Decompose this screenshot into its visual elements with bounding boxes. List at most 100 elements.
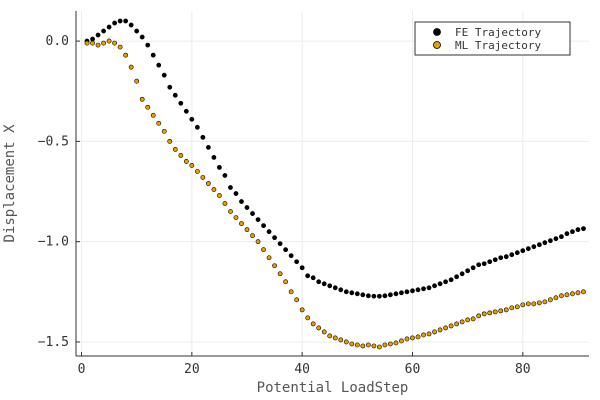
data-point <box>178 100 184 106</box>
data-point <box>338 287 344 293</box>
data-point <box>228 209 233 214</box>
data-point <box>84 40 90 46</box>
axes: 0 20 40 60 80 0.0 −0.5 −1.0 −1.5 <box>38 11 589 377</box>
data-point <box>294 297 300 303</box>
legend-marker <box>433 41 441 49</box>
data-point <box>393 340 399 346</box>
data-point <box>360 292 366 298</box>
data-point <box>354 342 360 348</box>
data-point <box>542 299 548 305</box>
data-point <box>150 52 156 58</box>
data-point <box>487 310 493 316</box>
x-tick-label: 60 <box>405 362 421 377</box>
data-point <box>432 329 437 335</box>
data-point <box>448 323 454 329</box>
data-point <box>536 300 542 306</box>
data-point <box>222 173 228 178</box>
data-point <box>514 304 520 310</box>
data-point <box>547 238 553 244</box>
data-point <box>277 241 283 247</box>
data-point <box>459 319 465 325</box>
data-point <box>525 301 531 307</box>
data-point <box>294 259 300 265</box>
data-point <box>332 335 338 341</box>
data-point <box>239 199 244 204</box>
data-point <box>465 317 471 323</box>
data-point <box>465 268 471 274</box>
data-point <box>470 316 476 322</box>
data-point <box>371 293 377 299</box>
data-point <box>150 112 156 118</box>
data-point <box>509 252 515 258</box>
data-point <box>250 233 255 239</box>
x-tick-label: 0 <box>78 362 86 377</box>
x-tick-label: 80 <box>515 362 531 377</box>
data-point <box>514 250 520 256</box>
y-tick-label: −0.5 <box>38 134 69 149</box>
data-point <box>134 28 140 34</box>
data-point <box>244 227 250 233</box>
legend-marker <box>433 28 441 36</box>
series-ml <box>84 38 586 350</box>
data-point <box>481 261 487 267</box>
data-point <box>553 295 559 301</box>
data-point <box>410 335 415 341</box>
data-point <box>399 338 404 344</box>
data-point <box>189 116 195 122</box>
data-point <box>503 307 509 313</box>
data-point <box>481 311 487 317</box>
data-point <box>205 144 211 150</box>
data-point <box>575 290 581 296</box>
data-point <box>581 226 586 232</box>
data-point <box>547 297 553 303</box>
data-point <box>139 34 145 40</box>
data-point <box>277 271 283 277</box>
data-point <box>228 185 233 190</box>
data-point <box>255 239 261 245</box>
data-point <box>101 40 106 46</box>
data-point <box>393 291 399 297</box>
data-point <box>128 22 134 28</box>
data-point <box>266 229 272 235</box>
data-point <box>156 62 162 68</box>
data-point <box>128 64 134 70</box>
data-point <box>448 277 454 283</box>
data-point <box>470 265 476 271</box>
data-point <box>106 24 112 30</box>
data-point <box>250 211 255 216</box>
data-point <box>161 72 167 78</box>
data-point <box>90 40 95 46</box>
data-point <box>382 342 388 348</box>
data-point <box>498 308 504 314</box>
data-point <box>388 292 393 298</box>
series-fe <box>84 18 586 299</box>
data-point <box>255 217 261 223</box>
data-point <box>321 329 327 335</box>
data-point <box>404 289 410 295</box>
data-point <box>106 38 112 44</box>
data-point <box>233 191 239 196</box>
data-point <box>487 259 493 265</box>
legend-label: ML Trajectory <box>455 39 541 52</box>
data-point <box>531 244 537 250</box>
data-point <box>189 163 195 168</box>
data-point <box>167 138 173 144</box>
y-tick-label: 0.0 <box>46 34 69 49</box>
data-point <box>123 52 129 58</box>
data-point <box>272 235 277 241</box>
x-tick-label: 40 <box>294 362 310 377</box>
data-point <box>217 165 222 170</box>
data-point <box>299 307 305 313</box>
data-point <box>316 325 322 331</box>
data-point <box>183 108 189 114</box>
data-point <box>498 255 504 261</box>
data-point <box>123 18 129 24</box>
data-point <box>542 240 548 246</box>
data-point <box>134 78 140 84</box>
data-point <box>343 289 349 295</box>
data-point <box>492 257 498 263</box>
data-point <box>139 96 145 102</box>
data-point <box>376 344 382 350</box>
data-point <box>575 227 581 233</box>
